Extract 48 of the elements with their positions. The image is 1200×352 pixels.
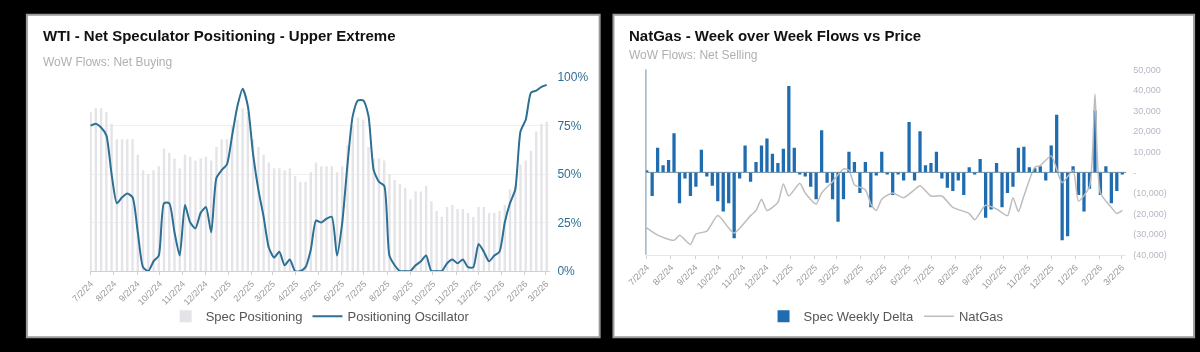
y-tick-label: 50,000 bbox=[1133, 64, 1161, 75]
y-tick-label: 30,000 bbox=[1133, 105, 1161, 116]
y-tick-label: (20,000) bbox=[1133, 208, 1167, 219]
y-tick-label: (30,000) bbox=[1133, 229, 1167, 240]
chart-title: WTI - Net Speculator Positioning - Upper Extreme bbox=[43, 27, 396, 44]
legend-label: NatGas bbox=[958, 309, 1004, 325]
bar bbox=[748, 172, 753, 182]
y-tick-label: (10,000) bbox=[1133, 188, 1167, 199]
bar bbox=[776, 163, 780, 173]
bar bbox=[1104, 166, 1108, 173]
bar bbox=[994, 163, 999, 173]
bar bbox=[765, 138, 769, 173]
y-tick-label: 10,000 bbox=[1133, 146, 1161, 157]
bar bbox=[787, 85, 791, 173]
bar bbox=[1000, 172, 1004, 208]
bar bbox=[661, 165, 665, 173]
y-tick-label: 40,000 bbox=[1133, 85, 1161, 96]
y-tick-label: 25% bbox=[557, 215, 582, 230]
bar bbox=[1022, 146, 1026, 173]
chart-title: NatGas - Week over Week Flows vs Price bbox=[629, 27, 922, 44]
bar bbox=[825, 172, 829, 183]
y-tick-label: 50% bbox=[557, 167, 582, 182]
line-series bbox=[645, 93, 1124, 246]
bar bbox=[929, 163, 933, 173]
chart-subtitle: WoW Flows: Net Selling bbox=[629, 48, 758, 62]
legend-label: Spec Positioning bbox=[205, 309, 303, 325]
bar bbox=[989, 172, 993, 210]
y-tick-label: 75% bbox=[557, 118, 582, 133]
chart-subtitle: WoW Flows: Net Buying bbox=[43, 55, 173, 69]
legend-label: Positioning Oscillator bbox=[347, 309, 470, 325]
y-tick-label: - bbox=[1133, 167, 1137, 178]
bar bbox=[847, 151, 851, 173]
bar bbox=[743, 145, 747, 173]
y-tick-label: 0% bbox=[557, 264, 576, 279]
bar bbox=[694, 172, 698, 187]
y-tick-label: 20,000 bbox=[1133, 126, 1161, 137]
bar bbox=[907, 121, 911, 173]
y-tick-label: (40,000) bbox=[1133, 249, 1167, 260]
y-tick-label: 100% bbox=[557, 70, 589, 85]
bar bbox=[672, 133, 676, 173]
bar bbox=[918, 131, 922, 173]
bar bbox=[1082, 172, 1086, 212]
line-series bbox=[89, 83, 548, 272]
legend-label: Spec Weekly Delta bbox=[803, 309, 914, 325]
bar bbox=[754, 162, 758, 173]
bar bbox=[819, 130, 824, 173]
bar bbox=[836, 172, 840, 222]
bar bbox=[1011, 172, 1015, 187]
